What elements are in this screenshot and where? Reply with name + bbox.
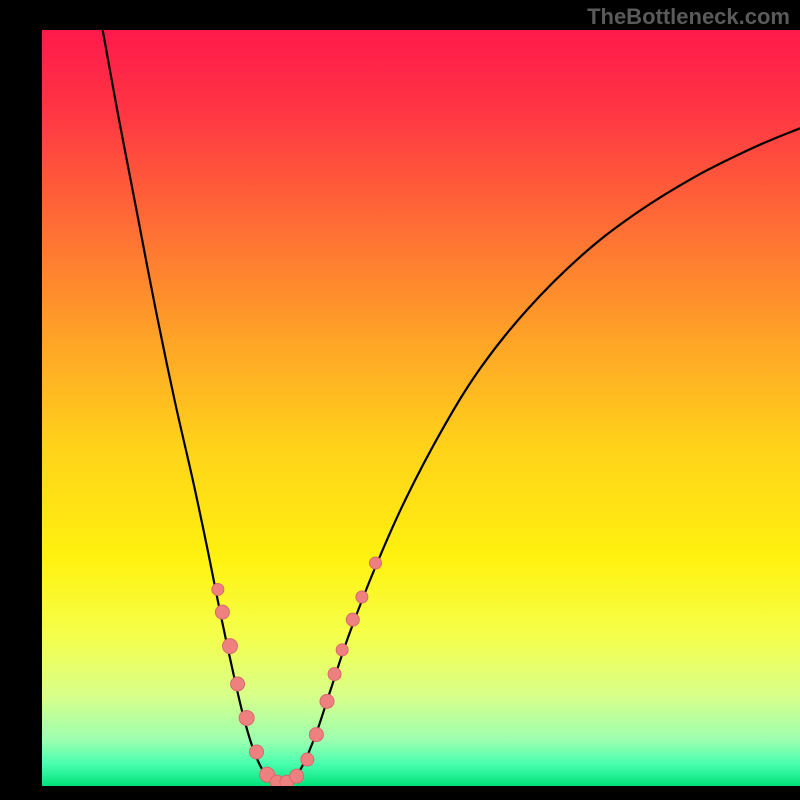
data-marker <box>320 694 334 708</box>
data-marker <box>328 668 341 681</box>
plot-background <box>42 30 800 786</box>
data-marker <box>231 677 245 691</box>
data-marker <box>356 591 368 603</box>
data-marker <box>336 644 348 656</box>
bottleneck-chart <box>0 0 800 800</box>
data-marker <box>346 613 359 626</box>
chart-container: TheBottleneck.com <box>0 0 800 800</box>
data-marker <box>250 745 264 759</box>
data-marker <box>215 605 229 619</box>
data-marker <box>301 753 314 766</box>
data-marker <box>309 728 323 742</box>
data-marker <box>370 557 382 569</box>
watermark-text: TheBottleneck.com <box>587 4 790 30</box>
data-marker <box>290 769 304 783</box>
data-marker <box>222 639 237 654</box>
data-marker <box>212 583 224 595</box>
data-marker <box>239 710 254 725</box>
